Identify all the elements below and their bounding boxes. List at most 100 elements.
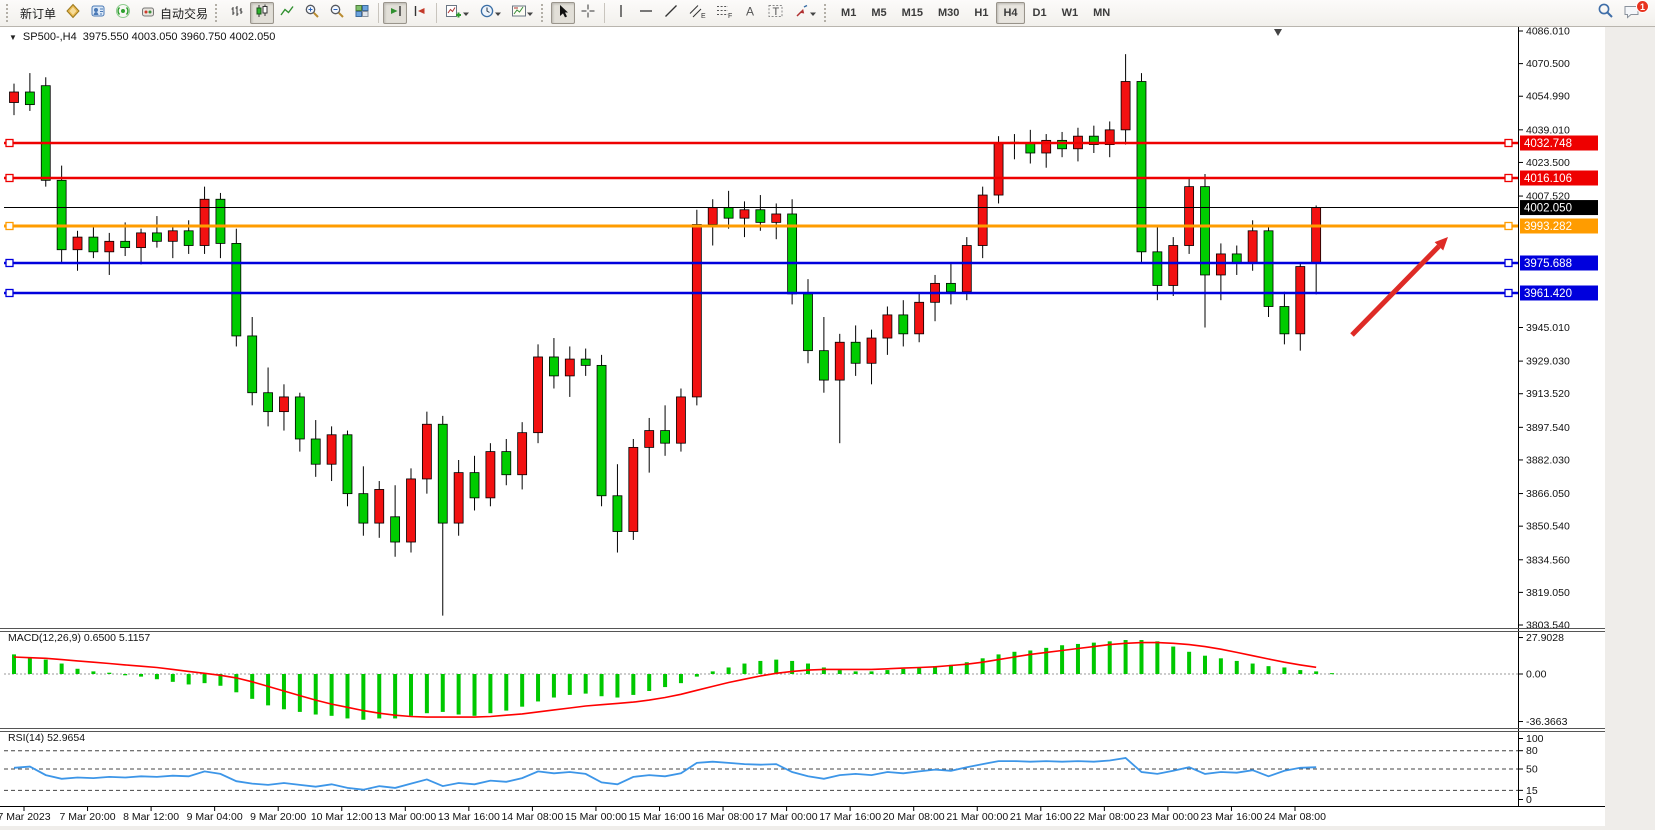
time-axis-label: 13 Mar 00:00 <box>374 811 436 823</box>
vertical-line-tool-button[interactable] <box>609 2 633 24</box>
toolbar-grip[interactable] <box>541 4 546 22</box>
signals-button[interactable] <box>111 2 135 24</box>
line-handle[interactable] <box>1504 138 1513 148</box>
bar-chart-icon <box>229 3 245 24</box>
bar-chart-button[interactable] <box>225 2 249 24</box>
price-axis-label: 4039.010 <box>1526 124 1570 136</box>
horizontal-line-tool-button[interactable] <box>634 2 658 24</box>
new-chart-button[interactable] <box>441 2 474 24</box>
line-handle[interactable] <box>5 221 14 231</box>
zoom-out-button[interactable] <box>325 2 349 24</box>
price-axis-label: 3929.030 <box>1526 356 1570 368</box>
text-label-tool-button[interactable]: T <box>763 2 789 24</box>
timeframe-D1[interactable]: D1 <box>1032 7 1047 19</box>
text-icon: A <box>742 3 758 24</box>
periods-button[interactable] <box>475 2 506 24</box>
templates-button[interactable] <box>507 2 538 24</box>
line-handle[interactable] <box>1504 221 1513 231</box>
symbol-dropdown-icon[interactable]: ▼ <box>9 32 17 42</box>
timeframe-M15[interactable]: M15 <box>901 7 923 19</box>
rsi-axis-label: 0 <box>1526 794 1532 806</box>
line-handle[interactable] <box>1504 288 1513 298</box>
price-axis-label: 3897.540 <box>1526 422 1570 434</box>
time-axis-label: 17 Mar 16:00 <box>819 811 881 823</box>
line-handle[interactable] <box>1504 173 1513 183</box>
price-axis-label: 3882.030 <box>1526 454 1570 466</box>
fibonacci-tool-button[interactable]: F <box>711 2 737 24</box>
timeframe-M5[interactable]: M5 <box>871 7 887 19</box>
notifications-button[interactable]: 1 <box>1619 0 1649 24</box>
price-axis-label: 3803.540 <box>1526 620 1570 632</box>
toolbar-separator <box>604 3 606 23</box>
notification-badge: 1 <box>1636 0 1649 13</box>
price-tag <box>1520 255 1598 271</box>
price-tag <box>1520 218 1598 234</box>
fibonacci-icon: F <box>715 3 733 24</box>
price-axis-label: 3866.050 <box>1526 488 1570 500</box>
signals-icon <box>115 3 131 24</box>
svg-text:3961.420: 3961.420 <box>1524 288 1572 300</box>
crosshair-tool-button[interactable] <box>576 2 600 24</box>
time-axis-label: 7 Mar 20:00 <box>60 811 116 823</box>
auto-scroll-icon <box>387 3 403 24</box>
zoom-in-icon <box>304 3 320 24</box>
toolbar-grip[interactable] <box>6 4 11 22</box>
equidistant-channel-tool-button[interactable]: E <box>684 2 710 24</box>
timeframe-H4[interactable]: H4 <box>996 2 1025 24</box>
svg-text:T: T <box>773 6 780 18</box>
trendline-tool-button[interactable] <box>659 2 683 24</box>
timeframe-H1[interactable]: H1 <box>974 7 989 19</box>
toolbar-grip[interactable] <box>215 4 220 22</box>
rsi-axis-label: 50 <box>1526 764 1538 776</box>
new-order-button[interactable]: 新订单 <box>16 2 60 24</box>
timeframe-M1[interactable]: M1 <box>841 7 857 19</box>
svg-text:3993.282: 3993.282 <box>1524 221 1572 233</box>
arrows-tool-button[interactable] <box>790 2 821 24</box>
line-chart-button[interactable] <box>275 2 299 24</box>
chart-ohlc-values: 3975.550 4003.050 3960.750 4002.050 <box>82 31 276 43</box>
timeframe-group: M1 M5 M15 M30 H1 H4 D1 W1 MN <box>834 2 1117 24</box>
chart-shift-marker[interactable] <box>1274 29 1282 36</box>
macd-indicator-label: MACD(12,26,9) 0.6500 5.1157 <box>8 632 151 644</box>
timeframe-W1[interactable]: W1 <box>1061 7 1079 19</box>
rsi-axis-label: 80 <box>1526 745 1538 757</box>
navigator-button[interactable] <box>86 2 110 24</box>
zoom-in-button[interactable] <box>300 2 324 24</box>
template-icon <box>511 3 527 24</box>
time-axis-label: 20 Mar 08:00 <box>883 811 945 823</box>
line-handle[interactable] <box>5 258 14 268</box>
auto-scroll-button[interactable] <box>383 2 408 24</box>
market-watch-button[interactable] <box>61 2 85 24</box>
rsi-line <box>13 757 1317 791</box>
timeframe-MN[interactable]: MN <box>1093 7 1111 19</box>
svg-text:F: F <box>728 13 732 19</box>
chart-canvas[interactable]: 4032.748 4016.106 3993.282 3975.688 3961.420… <box>0 27 1655 830</box>
time-axis-label: 15 Mar 00:00 <box>565 811 627 823</box>
time-axis-label: 9 Mar 20:00 <box>250 811 306 823</box>
search-button[interactable] <box>1593 2 1618 24</box>
price-axis-label: 4070.500 <box>1526 58 1570 70</box>
toolbar-grip[interactable] <box>824 4 829 22</box>
candlestick-chart-button[interactable] <box>250 2 275 24</box>
timeframe-M30[interactable]: M30 <box>938 7 960 19</box>
auto-trading-button[interactable]: 自动交易 <box>136 2 212 24</box>
svg-text:3975.688: 3975.688 <box>1524 258 1572 270</box>
price-axis-label: 4054.990 <box>1526 91 1570 103</box>
cursor-tool-button[interactable] <box>551 2 576 24</box>
price-tag <box>1520 170 1598 186</box>
line-handle[interactable] <box>5 288 14 298</box>
time-axis-label: 22 Mar 08:00 <box>1073 811 1135 823</box>
line-handle[interactable] <box>5 173 14 183</box>
trend-arrow-annotation[interactable] <box>1350 244 1441 337</box>
candlesticks <box>9 54 1322 616</box>
line-handle[interactable] <box>5 138 14 148</box>
chart-shift-button[interactable] <box>408 2 432 24</box>
text-tool-button[interactable]: A <box>738 2 762 24</box>
rsi-axis-label: 15 <box>1526 785 1538 797</box>
tile-windows-button[interactable] <box>350 2 374 24</box>
tile-windows-icon <box>354 3 370 24</box>
horizontal-level-lines[interactable] <box>4 138 1518 298</box>
time-axis-label: 14 Mar 08:00 <box>501 811 563 823</box>
time-axis-label: 21 Mar 00:00 <box>946 811 1008 823</box>
line-handle[interactable] <box>1504 258 1513 268</box>
